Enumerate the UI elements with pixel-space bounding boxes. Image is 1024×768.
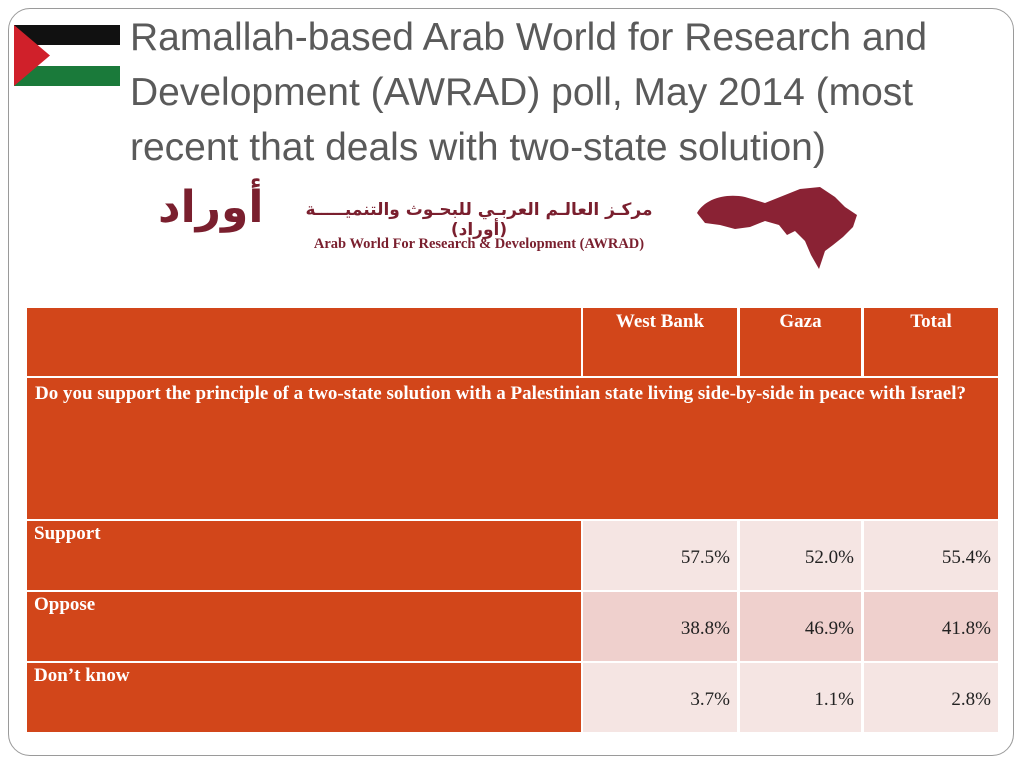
value-cell: 3.7%	[583, 663, 737, 732]
value-cell: 1.1%	[740, 663, 861, 732]
value-cell: 38.8%	[583, 592, 737, 661]
value-cell: 41.8%	[864, 592, 998, 661]
slide-title: Ramallah-based Arab World for Research a…	[130, 16, 928, 169]
header-blank	[27, 308, 581, 376]
row-label: Oppose	[27, 592, 581, 661]
value-cell: 55.4%	[864, 521, 998, 590]
logo-english-name: Arab World For Research & Development (A…	[313, 236, 645, 252]
value-cell: 46.9%	[740, 592, 861, 661]
column-header: West Bank	[583, 308, 737, 376]
slide-frame	[8, 8, 1014, 756]
logo-arabic-name: مركـز العالـم العربـي للبحـوث والتنميـــ…	[305, 200, 653, 240]
column-header: Gaza	[740, 308, 861, 376]
value-cell: 2.8%	[864, 663, 998, 732]
logo-emblem: أوراد	[158, 182, 264, 233]
value-cell: 57.5%	[583, 521, 737, 590]
arab-world-map	[697, 187, 857, 269]
value-cell: 52.0%	[740, 521, 861, 590]
row-label: Don’t know	[27, 663, 581, 732]
question: Do you support the principle of a two-st…	[27, 378, 998, 519]
row-label: Support	[27, 521, 581, 590]
palestine-flag	[14, 25, 120, 86]
column-header: Total	[864, 308, 998, 376]
